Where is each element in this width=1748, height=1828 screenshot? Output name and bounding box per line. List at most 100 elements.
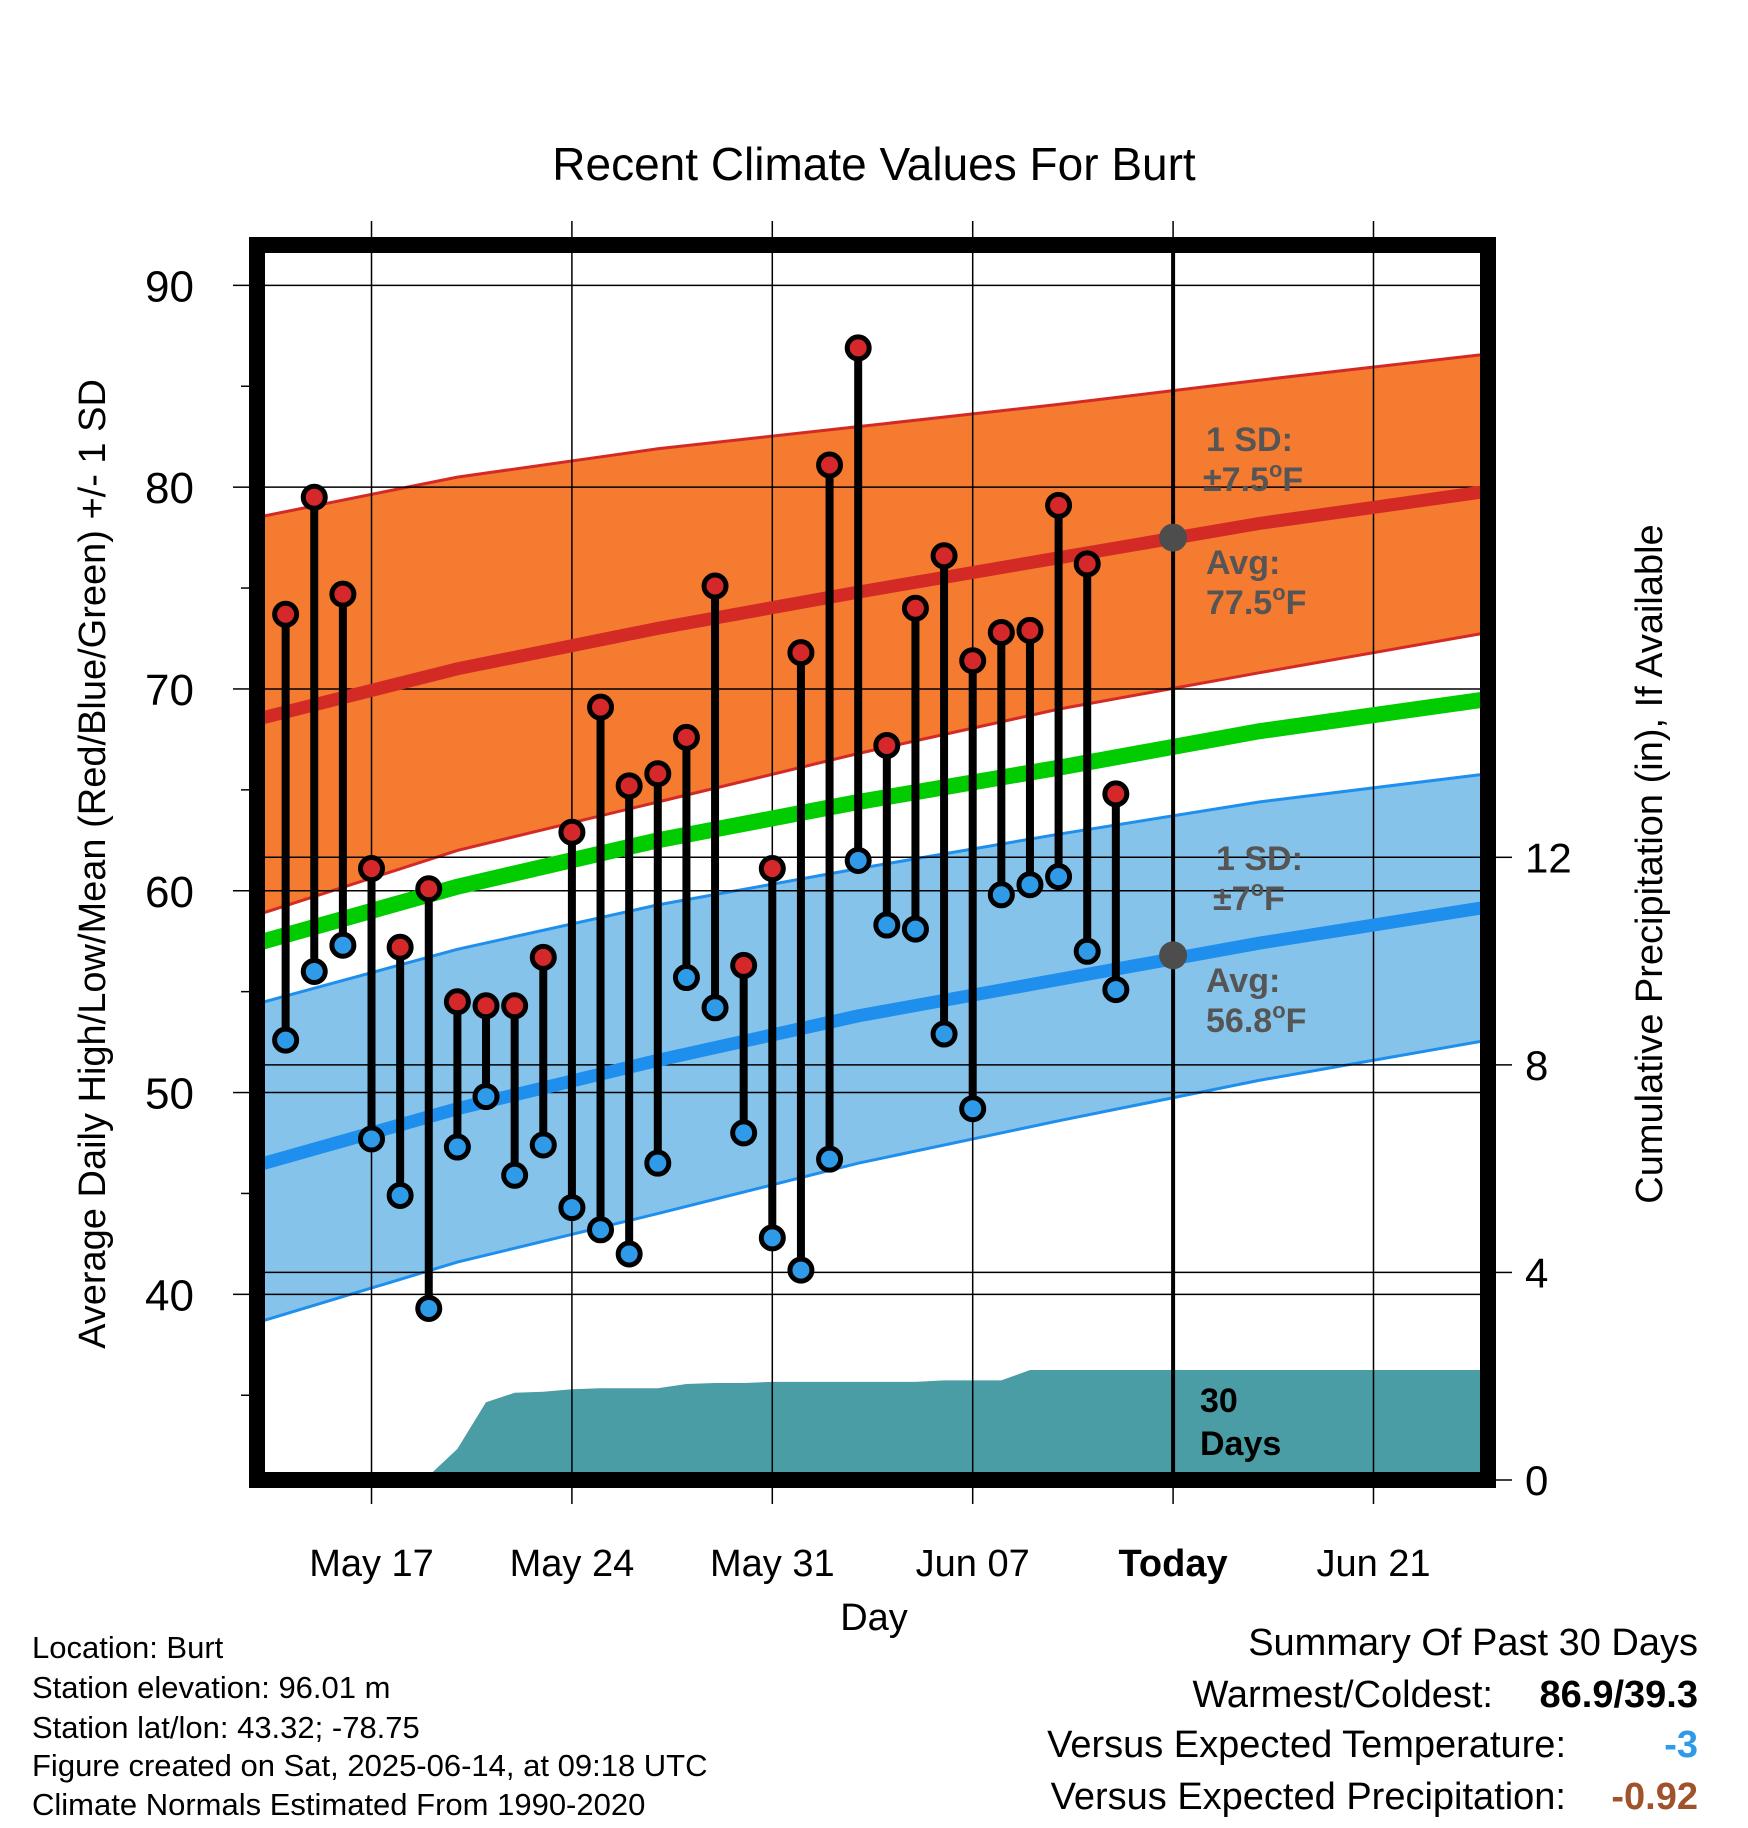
y-axis-right-label: Cumulative Precipitation (in), If Availa… xyxy=(1629,524,1671,1203)
low-point xyxy=(1073,937,1101,965)
low-point xyxy=(558,1194,586,1222)
high-sd-label: 1 SD: xyxy=(1206,421,1293,459)
high-sd-value: ±7.5oF xyxy=(1203,457,1303,499)
high-point xyxy=(987,618,1015,646)
low-point xyxy=(787,1256,815,1284)
avg-high-label: Avg: xyxy=(1206,544,1280,582)
low-point xyxy=(443,1133,471,1161)
high-point xyxy=(930,542,958,570)
y-tick-label: 80 xyxy=(145,464,194,513)
info-created: Figure created on Sat, 2025-06-14, at 09… xyxy=(32,1748,708,1783)
high-point xyxy=(501,992,529,1020)
avg-low-value: 56.8oF xyxy=(1206,998,1306,1040)
low-point xyxy=(415,1294,443,1322)
summary-warm-cold-label: Warmest/Coldest: xyxy=(1192,1674,1493,1716)
high-point xyxy=(587,693,615,721)
high-point xyxy=(529,943,557,971)
today-avg-low-marker xyxy=(1159,941,1188,970)
low-sd-value: ±7oF xyxy=(1213,876,1285,918)
info-latlon: Station lat/lon: 43.32; -78.75 xyxy=(32,1710,420,1745)
high-point xyxy=(1045,491,1073,519)
x-tick-label: May 31 xyxy=(710,1543,835,1585)
low-sd-lower-line xyxy=(257,1038,1488,1325)
summary-warm-cold-value: 86.9/39.3 xyxy=(1539,1674,1698,1716)
low-point xyxy=(730,1119,758,1147)
low-point xyxy=(959,1095,987,1123)
precip-area xyxy=(257,1370,1488,1480)
high-point xyxy=(672,723,700,751)
low-point xyxy=(615,1240,643,1268)
y-tick-label: 60 xyxy=(145,868,194,917)
high-point xyxy=(1016,616,1044,644)
low-point xyxy=(1045,863,1073,891)
summary-precip-label: Versus Expected Precipitation: xyxy=(1050,1776,1566,1818)
high-point xyxy=(558,818,586,846)
low-point xyxy=(501,1161,529,1189)
x-tick-label: May 17 xyxy=(309,1543,434,1585)
avg-high-value: 77.5oF xyxy=(1206,580,1306,622)
y-tick-label: 40 xyxy=(145,1271,194,1320)
today-avg-high-marker xyxy=(1159,523,1188,552)
x-tick-label: Jun 07 xyxy=(916,1543,1030,1585)
low-point xyxy=(758,1224,786,1252)
x-tick-label: Jun 21 xyxy=(1316,1543,1430,1585)
low-point xyxy=(529,1131,557,1159)
high-point xyxy=(730,951,758,979)
high-point xyxy=(272,600,300,628)
high-point xyxy=(443,988,471,1016)
y-right-tick-label: 4 xyxy=(1525,1249,1548,1296)
summary-precip-value: -0.92 xyxy=(1611,1776,1698,1818)
info-normals: Climate Normals Estimated From 1990-2020 xyxy=(32,1787,646,1822)
summary-title: Summary Of Past 30 Days xyxy=(1248,1622,1698,1664)
precip-window-label-unit: Days xyxy=(1200,1425,1281,1463)
precip-window-label-number: 30 xyxy=(1200,1382,1238,1420)
info-elevation: Station elevation: 96.01 m xyxy=(32,1670,391,1705)
high-point xyxy=(358,855,386,883)
high-point xyxy=(415,875,443,903)
high-point xyxy=(300,483,328,511)
high-point xyxy=(873,731,901,759)
low-point xyxy=(272,1026,300,1054)
low-sd-band xyxy=(257,773,1488,1323)
y-tick-label: 90 xyxy=(145,262,194,311)
high-point xyxy=(329,580,357,608)
y-right-tick-label: 8 xyxy=(1525,1042,1548,1089)
low-point xyxy=(873,911,901,939)
high-point xyxy=(1073,550,1101,578)
low-point xyxy=(1016,871,1044,899)
high-sd-band xyxy=(257,354,1488,915)
plot-frame xyxy=(249,237,1496,1488)
low-point xyxy=(901,915,929,943)
low-point xyxy=(701,994,729,1022)
low-point xyxy=(930,1020,958,1048)
low-point xyxy=(329,931,357,959)
low-point xyxy=(672,964,700,992)
low-point xyxy=(987,881,1015,909)
y-tick-label: 70 xyxy=(145,666,194,715)
y-right-tick-label: 12 xyxy=(1525,834,1572,881)
info-location: Location: Burt xyxy=(32,1630,224,1665)
high-point xyxy=(787,639,815,667)
low-point xyxy=(644,1149,672,1177)
avg-low-label: Avg: xyxy=(1206,962,1280,1000)
high-point xyxy=(615,772,643,800)
plot-area xyxy=(257,245,1488,1480)
low-point xyxy=(472,1083,500,1111)
high-point xyxy=(1102,780,1130,808)
high-point xyxy=(472,992,500,1020)
y-axis-label: Average Daily High/Low/Mean (Red/Blue/Gr… xyxy=(72,379,114,1349)
y-right-tick-label: 0 xyxy=(1525,1457,1548,1504)
summary-temp-label: Versus Expected Temperature: xyxy=(1047,1724,1566,1766)
high-point xyxy=(701,572,729,600)
high-point xyxy=(758,855,786,883)
low-point xyxy=(816,1145,844,1173)
high-point xyxy=(644,760,672,788)
low-point xyxy=(587,1216,615,1244)
x-axis-label: Day xyxy=(840,1597,908,1639)
summary-temp-value: -3 xyxy=(1664,1724,1698,1766)
low-sd-label: 1 SD: xyxy=(1216,840,1303,878)
low-point xyxy=(386,1181,414,1209)
y-tick-label: 50 xyxy=(145,1070,194,1119)
